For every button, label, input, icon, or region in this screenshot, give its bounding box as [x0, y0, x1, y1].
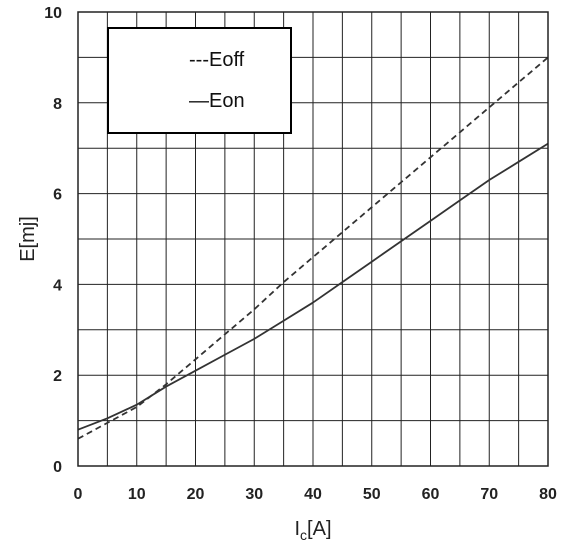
y-tick-label: 0	[53, 459, 62, 476]
x-tick-label: 50	[363, 486, 381, 503]
x-axis-title-unit: [A]	[307, 518, 331, 540]
x-tick-label: 30	[245, 486, 263, 503]
x-axis-ticks: 0 10 20 30 40 50 60 70 80	[74, 486, 557, 503]
x-axis-title-subscript: c	[300, 527, 307, 542]
y-tick-label: 6	[53, 187, 62, 204]
plot-border	[77, 11, 549, 467]
legend-box	[107, 27, 292, 134]
x-tick-label: 40	[304, 486, 322, 503]
y-tick-label: 2	[53, 368, 62, 385]
x-axis-title: Ic[A]	[294, 518, 331, 542]
legend: ---Eoff —Eon	[107, 27, 292, 134]
legend-entry-eoff: ---Eoff	[189, 49, 245, 71]
x-tick-label: 0	[74, 486, 83, 503]
y-tick-label: 10	[44, 5, 62, 22]
x-tick-label: 20	[187, 486, 205, 503]
x-tick-label: 60	[422, 486, 440, 503]
y-axis-ticks: 0 2 4 6 8 10	[44, 5, 62, 476]
series-line-eon	[77, 142, 549, 431]
y-axis-title: E[mj]	[17, 216, 39, 262]
x-tick-label: 80	[539, 486, 557, 503]
y-tick-label: 8	[53, 96, 62, 113]
x-tick-label: 70	[480, 486, 498, 503]
series-lines	[77, 56, 549, 440]
x-tick-label: 10	[128, 486, 146, 503]
y-tick-label: 4	[53, 277, 62, 294]
legend-entry-eon: —Eon	[189, 90, 245, 112]
